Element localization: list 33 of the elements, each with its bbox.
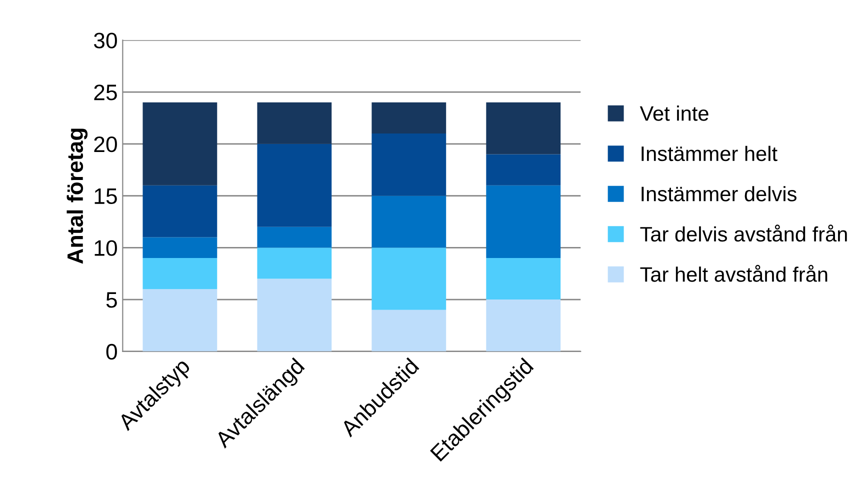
bar	[142, 185, 218, 238]
y-tick-label: 15	[94, 188, 117, 204]
legend-label: Tar helt avstånd från	[640, 264, 828, 282]
bar	[257, 102, 332, 144]
y-tick-label: 25	[94, 84, 117, 100]
y-tick-label: 30	[94, 32, 117, 48]
bar	[142, 289, 218, 352]
bar	[257, 248, 332, 279]
legend-label: Instämmer delvis	[642, 186, 796, 202]
y-tick-label: 20	[94, 136, 117, 152]
y-tick-label: 0	[106, 344, 117, 360]
legend-label: Instämmer helt	[642, 146, 778, 162]
bar	[372, 196, 446, 248]
bar	[142, 102, 218, 186]
bar	[372, 248, 446, 310]
bar	[486, 154, 561, 186]
bar	[486, 300, 561, 352]
bar	[372, 102, 446, 134]
bar	[486, 185, 561, 258]
bar	[486, 102, 561, 154]
bar	[372, 310, 446, 352]
y-tick-label: 10	[94, 240, 117, 256]
bar	[372, 134, 446, 196]
y-axis-title: Antal företag	[66, 128, 88, 264]
bar	[257, 278, 332, 352]
legend-label: Tar delvis avstånd från	[640, 224, 847, 242]
bar	[142, 258, 218, 290]
bar	[486, 258, 561, 300]
bar	[142, 237, 218, 258]
legend-label: Vet inte	[640, 106, 708, 121]
bar	[257, 144, 332, 227]
y-tick-label: 5	[106, 292, 117, 308]
bar	[257, 226, 332, 248]
